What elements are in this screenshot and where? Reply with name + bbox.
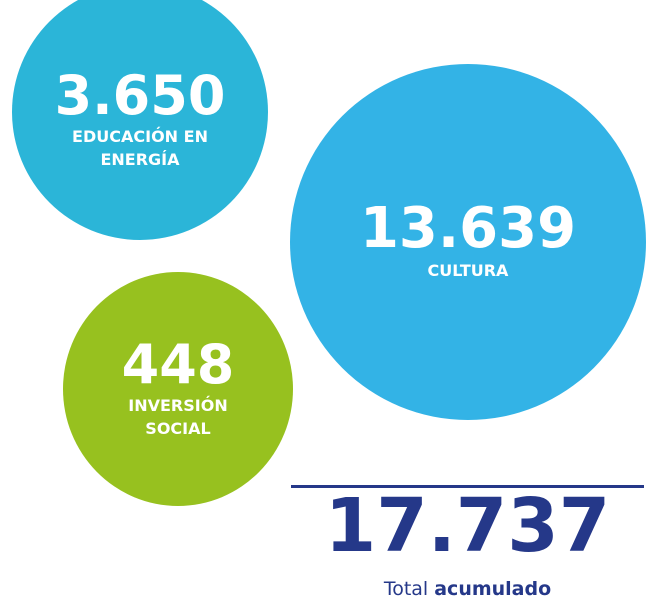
bubble-value: 3.650 <box>54 63 226 127</box>
bubble-label: INVERSIÓN SOCIAL <box>128 395 228 438</box>
total-value: 17.737 <box>324 483 611 569</box>
bubble-value: 13.639 <box>359 196 577 262</box>
bubble-label: EDUCACIÓN EN ENERGÍA <box>72 126 208 169</box>
bubble: 3.650 EDUCACIÓN EN ENERGÍA <box>12 0 268 240</box>
bubble-value: 448 <box>121 332 235 396</box>
bubble-label: CULTURA <box>427 261 509 281</box>
total-label-text: Total <box>383 578 429 600</box>
total-label-emphasis: acumulado <box>434 578 552 600</box>
bubble: 448 INVERSIÓN SOCIAL <box>63 272 293 506</box>
total-label: Total acumulado <box>291 578 644 600</box>
divider <box>291 485 644 488</box>
bubble: 13.639 CULTURA <box>290 64 646 420</box>
